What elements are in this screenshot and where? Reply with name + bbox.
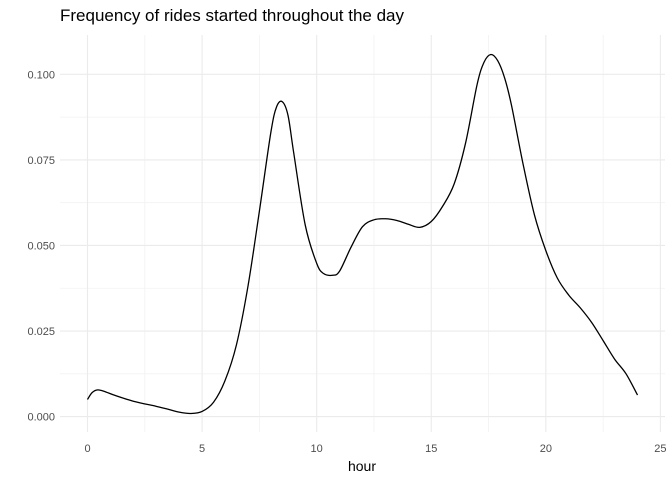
y-tick-label: 0.025 — [27, 326, 55, 338]
x-tick-label: 20 — [540, 443, 552, 455]
density-line — [86, 53, 639, 415]
x-tick-label: 0 — [84, 443, 90, 455]
x-tick-label: 10 — [311, 443, 323, 455]
y-axis-ticks: 0.000 0.025 0.050 0.075 0.100 — [27, 69, 55, 423]
y-tick-label: 0.000 — [27, 412, 55, 424]
y-tick-label: 0.100 — [27, 69, 55, 81]
x-axis-label: hour — [348, 458, 376, 474]
grid-major — [60, 35, 665, 432]
x-axis-ticks: 0 5 10 15 20 25 — [84, 443, 666, 455]
chart-title: Frequency of rides started throughout th… — [60, 6, 404, 25]
x-tick-label: 15 — [425, 443, 437, 455]
x-tick-label: 25 — [654, 443, 666, 455]
y-tick-label: 0.050 — [27, 240, 55, 252]
x-tick-label: 5 — [199, 443, 205, 455]
grid-minor — [60, 35, 665, 432]
y-tick-label: 0.075 — [27, 155, 55, 167]
